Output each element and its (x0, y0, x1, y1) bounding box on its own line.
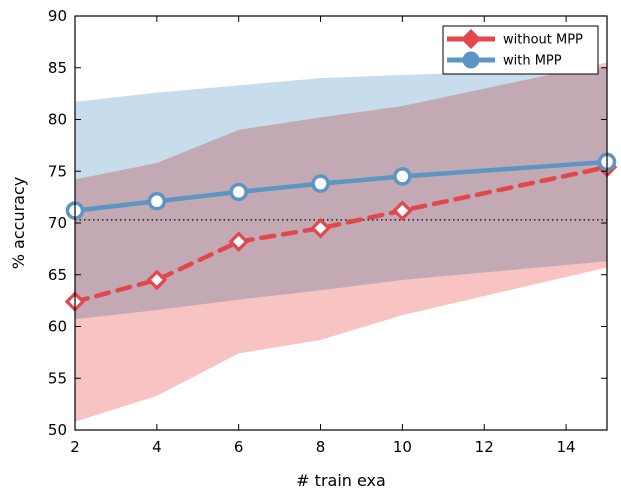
y-tick-label: 70 (48, 214, 67, 232)
x-tick-label: 14 (557, 438, 576, 456)
series-line-with-mpp (72, 159, 610, 213)
band-without-mpp (75, 62, 607, 422)
y-tick-label: 90 (48, 7, 67, 25)
y-tick-label: 75 (48, 162, 67, 180)
point-with-mpp (311, 174, 330, 193)
point-without-mpp (228, 231, 249, 252)
legend-label-without-mpp: without MPP (503, 33, 583, 48)
y-tick-label: 50 (48, 421, 67, 439)
x-tick-label: 2 (70, 438, 80, 456)
y-tick-label: 80 (48, 111, 67, 129)
x-tick-label: 8 (316, 438, 326, 456)
x-tick-label: 12 (475, 438, 494, 456)
confidence-bands (75, 62, 607, 422)
series-lines (72, 159, 610, 304)
series-line-without-mpp (72, 164, 610, 304)
legend-marker-with-mpp (462, 51, 480, 69)
x-axis-ticks: 2 4 6 8 10 12 14 (70, 16, 576, 456)
y-tick-label: 65 (48, 266, 67, 284)
x-tick-label: 10 (393, 438, 412, 456)
point-without-mpp (310, 217, 331, 239)
legend-marker-without-mpp (461, 29, 481, 49)
x-axis-label: # train exa (296, 471, 386, 490)
x-tick-label: 4 (152, 438, 162, 456)
point-with-mpp (393, 167, 412, 186)
x-tick-label: 6 (234, 438, 244, 456)
point-with-mpp (147, 192, 167, 211)
point-without-mpp (392, 200, 413, 221)
y-axis-ticks: 50 55 60 65 70 75 80 85 90 (48, 7, 607, 439)
legend-label-with-mpp: with MPP (503, 54, 562, 69)
y-tick-label: 85 (48, 59, 67, 77)
legend-entries: without MPP with MPP (447, 29, 583, 69)
point-without-mpp (146, 269, 168, 291)
y-tick-label: 55 (48, 369, 67, 387)
legend: without MPP with MPP (442, 25, 599, 75)
y-tick-label: 60 (48, 318, 67, 336)
y-axis-label: % accuracy (9, 177, 28, 269)
point-with-mpp (229, 182, 248, 202)
